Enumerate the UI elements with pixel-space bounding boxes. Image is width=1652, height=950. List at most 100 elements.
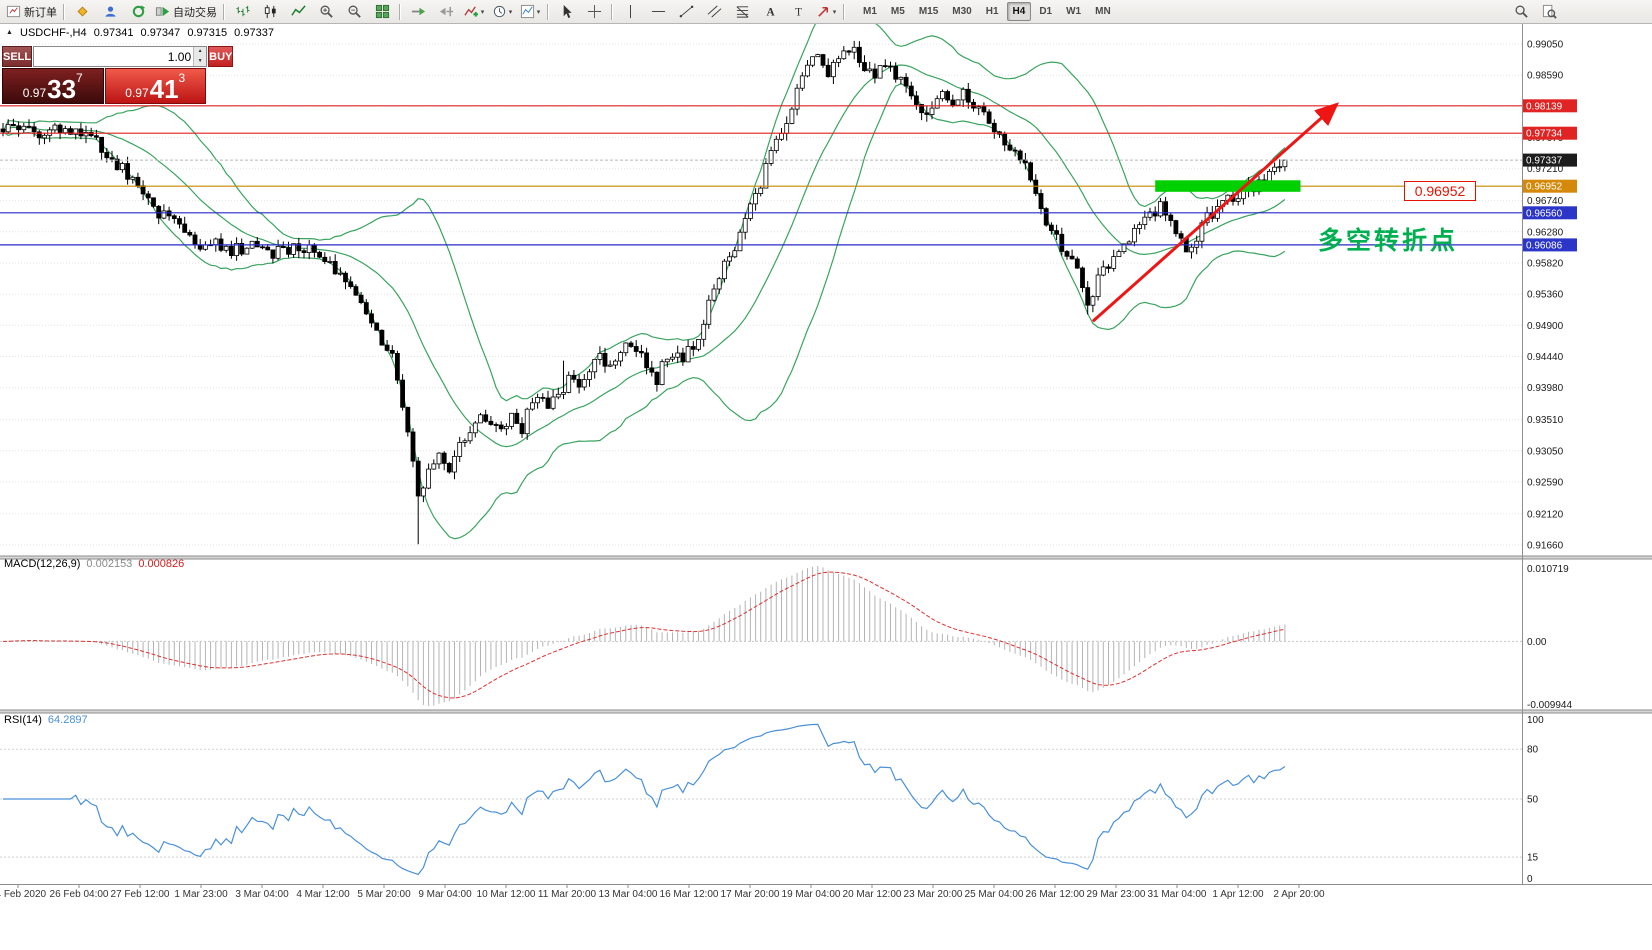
svg-text:0.97337: 0.97337 (1526, 156, 1563, 167)
svg-text:0.91660: 0.91660 (1527, 541, 1564, 552)
toolbar-separator (399, 3, 401, 20)
price-flag-annotation[interactable]: 0.96952 (1404, 181, 1476, 201)
text-tool-button[interactable]: A (756, 1, 784, 23)
channel-button[interactable] (700, 1, 728, 23)
macd-signal-value: 0.000826 (138, 558, 185, 570)
svg-text:0.98590: 0.98590 (1527, 71, 1564, 82)
metaeditor-button[interactable] (68, 1, 96, 23)
vertical-line-button[interactable] (616, 1, 644, 23)
candlestick-icon (264, 4, 276, 19)
trendline-button[interactable] (672, 1, 700, 23)
crosshair-button[interactable] (580, 1, 608, 23)
timeframe-button-w1[interactable]: W1 (1066, 6, 1082, 17)
toolbar-separator (63, 3, 65, 20)
volume-box: ▲ ▼ (33, 46, 208, 67)
symbol-search-button[interactable] (1535, 1, 1563, 23)
refresh-button[interactable] (124, 1, 152, 23)
chevron-down-icon: ▾ (832, 8, 837, 16)
turning-point-annotation[interactable]: 多空转折点 (1318, 226, 1459, 255)
svg-text:16 Mar 12:00: 16 Mar 12:00 (660, 889, 719, 900)
svg-text:3 Mar 04:00: 3 Mar 04:00 (235, 889, 289, 900)
timeframe-button-m5[interactable]: M5 (890, 6, 905, 17)
template-icon (520, 4, 534, 19)
buy-price-button[interactable]: 0.97 41 3 (104, 68, 206, 104)
arrows-button[interactable]: ▾ (812, 1, 840, 23)
auto-scroll-button[interactable] (404, 1, 432, 23)
ohlc-high: 0.97347 (140, 27, 181, 39)
svg-text:11 Mar 20:00: 11 Mar 20:00 (538, 889, 597, 900)
line-chart-button[interactable] (284, 1, 312, 23)
sell-button[interactable]: SELL (2, 46, 33, 67)
tile-windows-button[interactable] (368, 1, 396, 23)
zoom-in-icon (320, 5, 333, 18)
sell-price-button[interactable]: 0.97 33 7 (2, 68, 104, 104)
svg-text:25 Mar 04:00: 25 Mar 04:00 (965, 889, 1024, 900)
chart-shift-button[interactable] (432, 1, 460, 23)
svg-text:15: 15 (1527, 853, 1539, 864)
indicators-button[interactable]: ▾ (460, 1, 488, 23)
svg-text:5 Mar 20:00: 5 Mar 20:00 (357, 889, 411, 900)
volume-input[interactable] (34, 47, 194, 66)
panel-separator[interactable] (0, 710, 1652, 713)
candlestick-chart-button[interactable] (256, 1, 284, 23)
toolbar-separator (843, 3, 845, 20)
symbol-name: USDCHF-,H4 (20, 27, 87, 39)
horizontal-line-button[interactable] (644, 1, 672, 23)
svg-text:0.96952: 0.96952 (1526, 182, 1563, 193)
profile-button[interactable] (96, 1, 124, 23)
bar-chart-icon (235, 5, 250, 17)
volume-down-button[interactable]: ▼ (194, 56, 207, 66)
timeframe-button-m30[interactable]: M30 (952, 6, 972, 17)
svg-text:0.00: 0.00 (1527, 637, 1547, 648)
price-axis-labels[interactable]: 0.990500.985900.981300.976700.972100.967… (1527, 40, 1564, 552)
autotrading-button[interactable]: 自动交易 (152, 1, 220, 23)
search-button[interactable] (1507, 1, 1535, 23)
svg-text:0.93980: 0.93980 (1527, 383, 1564, 394)
vertical-line-icon (629, 4, 631, 19)
rsi-value: 64.2897 (47, 714, 88, 726)
toolbar-separator (223, 3, 225, 20)
svg-text:1 Mar 23:00: 1 Mar 23:00 (174, 889, 228, 900)
fibonacci-button[interactable] (728, 1, 756, 23)
timeframe-button-m15[interactable]: M15 (918, 6, 939, 17)
svg-text:T: T (795, 6, 802, 18)
ohlc-low: 0.97315 (187, 27, 228, 39)
svg-text:0.95360: 0.95360 (1527, 290, 1564, 301)
cursor-button[interactable] (552, 1, 580, 23)
periods-button[interactable]: ▾ (488, 1, 516, 23)
trend-arrow[interactable] (1091, 102, 1340, 323)
buy-button[interactable]: BUY (208, 46, 234, 67)
arrow-icon (818, 7, 828, 17)
metaeditor-icon (76, 6, 88, 17)
timeframe-button-m1[interactable]: M1 (863, 6, 877, 17)
chevron-down-icon: ▾ (508, 8, 513, 16)
collapse-panel-icon[interactable]: ▲ (6, 29, 13, 36)
rsi-indicator-label: RSI(14) 64.2897 (4, 714, 88, 726)
timeframe-button-mn[interactable]: MN (1095, 6, 1111, 17)
macd-indicator-label: MACD(12,26,9) 0.002153 0.000826 (4, 558, 184, 570)
toolbar-separator (547, 3, 549, 20)
svg-text:10 Mar 12:00: 10 Mar 12:00 (477, 889, 536, 900)
zoom-in-button[interactable] (312, 1, 340, 23)
macd-indicator (0, 566, 1522, 706)
new-order-button[interactable]: 新订单 (3, 1, 60, 23)
macd-main-value: 0.002153 (86, 558, 133, 570)
ohlc-close: 0.97337 (234, 27, 274, 39)
templates-button[interactable]: ▾ (516, 1, 544, 23)
svg-text:17 Mar 20:00: 17 Mar 20:00 (721, 889, 780, 900)
support-zone-rectangle[interactable] (1155, 180, 1301, 192)
svg-text:0.96280: 0.96280 (1527, 227, 1564, 238)
timeframe-button-h4[interactable]: H4 (1006, 2, 1032, 21)
svg-text:4 Mar 12:00: 4 Mar 12:00 (296, 889, 350, 900)
timeframe-button-d1[interactable]: D1 (1039, 6, 1053, 17)
text-label-button[interactable]: T (784, 1, 812, 23)
svg-text:0.94440: 0.94440 (1527, 352, 1564, 363)
bar-chart-button[interactable] (228, 1, 256, 23)
panel-separator[interactable] (0, 556, 1652, 559)
buy-price-sup: 3 (178, 71, 186, 85)
timeframe-button-h1[interactable]: H1 (985, 6, 999, 17)
zoom-out-button[interactable] (340, 1, 368, 23)
volume-up-button[interactable]: ▲ (194, 47, 207, 57)
